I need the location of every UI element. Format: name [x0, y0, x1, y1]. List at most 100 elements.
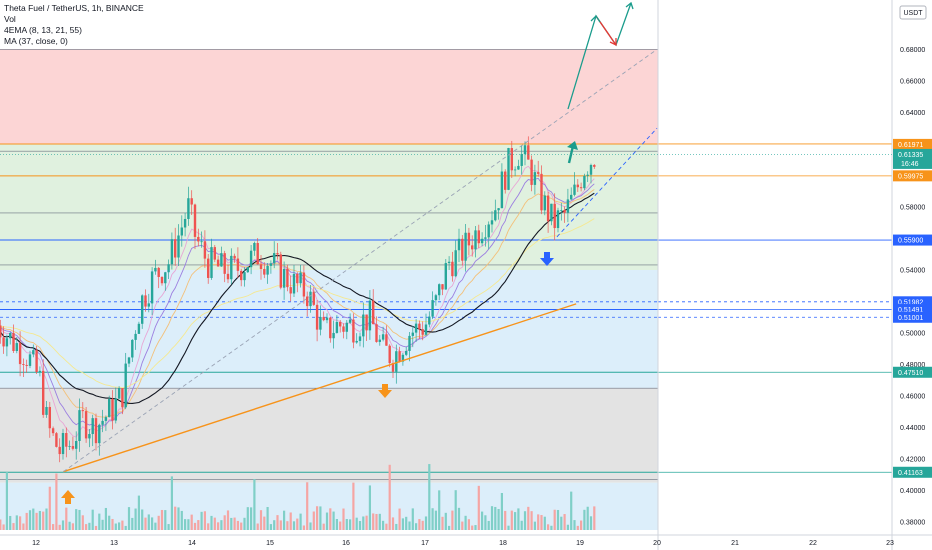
candle-layer — [0, 136, 596, 463]
candle-body — [269, 263, 273, 266]
volume-bar — [504, 510, 507, 530]
candle-body — [424, 324, 428, 335]
time-tick-label: 16 — [342, 540, 350, 547]
candle-body — [372, 300, 375, 325]
candle-body — [68, 446, 71, 447]
volume-bar — [28, 510, 32, 530]
price-tick-label: 0.42000 — [900, 457, 925, 464]
legend-ma[interactable]: MA (37, close, 0) — [4, 36, 68, 46]
volume-bar — [184, 519, 187, 530]
candle-body — [101, 420, 104, 425]
volume-bar — [395, 523, 398, 530]
candle-body — [88, 434, 91, 439]
volume-bar — [550, 525, 553, 530]
volume-bar — [349, 519, 352, 530]
candle-body — [263, 268, 266, 275]
candle-body — [137, 323, 141, 334]
candle-body — [61, 433, 65, 455]
candle-body — [233, 255, 236, 259]
candle-body — [203, 241, 207, 259]
volume-bar — [286, 521, 289, 530]
candle-body — [546, 195, 550, 222]
volume-bar — [411, 508, 414, 530]
volume-bar — [2, 524, 5, 530]
volume-bar — [405, 516, 408, 530]
candle-body — [131, 339, 134, 358]
candle-body — [157, 267, 160, 277]
currency-label[interactable]: USDT — [903, 10, 923, 17]
time-tick-label: 21 — [731, 540, 739, 547]
legend-vol[interactable]: Vol — [4, 14, 16, 24]
candle-body — [358, 336, 362, 341]
volume-bar — [580, 520, 583, 530]
candle-body — [256, 242, 259, 265]
time-tick-label: 19 — [576, 540, 584, 547]
candle-body — [150, 271, 154, 304]
volume-bar — [573, 520, 576, 530]
candle-body — [348, 319, 352, 323]
candle-body — [391, 363, 395, 372]
ma-37-line — [0, 192, 595, 405]
volume-bar — [0, 519, 2, 530]
volume-bar — [19, 516, 22, 530]
volume-bar — [203, 511, 206, 530]
volume-bar — [556, 509, 560, 530]
volume-bar — [332, 511, 335, 530]
candle-body — [220, 253, 223, 267]
volume-bar — [358, 521, 362, 530]
volume-bar — [586, 506, 589, 530]
volume-bar — [322, 523, 325, 530]
candle-body — [0, 325, 2, 338]
volume-bar — [15, 515, 18, 530]
volume-bar — [543, 516, 546, 530]
candle-body — [329, 317, 332, 339]
price-tag-bg — [893, 311, 932, 323]
candle-body — [494, 210, 497, 221]
price-tag-bg — [893, 466, 932, 478]
price-tag-label: 0.55900 — [898, 238, 923, 245]
candle-body — [177, 235, 180, 258]
current-price-tag-bg — [893, 148, 932, 169]
chart-legend: Theta Fuel / TetherUS, 1h, BINANCE Vol 4… — [4, 3, 144, 47]
candle-body — [134, 333, 137, 340]
candle-body — [438, 284, 441, 296]
volume-bar — [408, 521, 411, 530]
volume-bar — [137, 495, 140, 530]
candle-body — [286, 268, 289, 288]
currency-button[interactable] — [899, 5, 927, 20]
volume-bar — [382, 520, 385, 530]
candle-body — [249, 250, 253, 268]
candle-body — [236, 258, 240, 271]
volume-bar — [75, 509, 78, 530]
current-price-label: 0.61335 — [898, 152, 923, 159]
projection-head-1-icon — [590, 14, 601, 23]
candle-body — [25, 364, 28, 366]
volume-bar — [421, 520, 424, 530]
time-tick-label: 23 — [886, 540, 894, 547]
candle-body — [322, 316, 325, 321]
countdown-label: 16:46 — [901, 161, 919, 168]
volume-bar — [266, 506, 269, 530]
volume-bar — [94, 525, 98, 530]
volume-bar — [223, 515, 226, 530]
volume-bar — [48, 486, 51, 530]
time-tick-label: 20 — [653, 540, 661, 547]
volume-bar — [312, 511, 315, 530]
candle-body — [517, 165, 520, 170]
price-tag-label: 0.51001 — [898, 315, 923, 322]
legend-ema[interactable]: 4EMA (8, 13, 21, 55) — [4, 25, 82, 35]
candle-body — [28, 354, 32, 366]
volume-bar — [200, 511, 203, 530]
volume-bar — [273, 520, 276, 530]
candle-body — [246, 267, 249, 273]
candle-body — [273, 253, 276, 264]
volume-bar — [71, 523, 74, 530]
candle-body — [127, 357, 131, 364]
candle-body — [180, 227, 183, 236]
candle-body — [467, 232, 471, 246]
volume-bar — [154, 522, 157, 530]
legend-title[interactable]: Theta Fuel / TetherUS, 1h, BINANCE — [4, 3, 144, 13]
candle-body — [306, 296, 309, 307]
